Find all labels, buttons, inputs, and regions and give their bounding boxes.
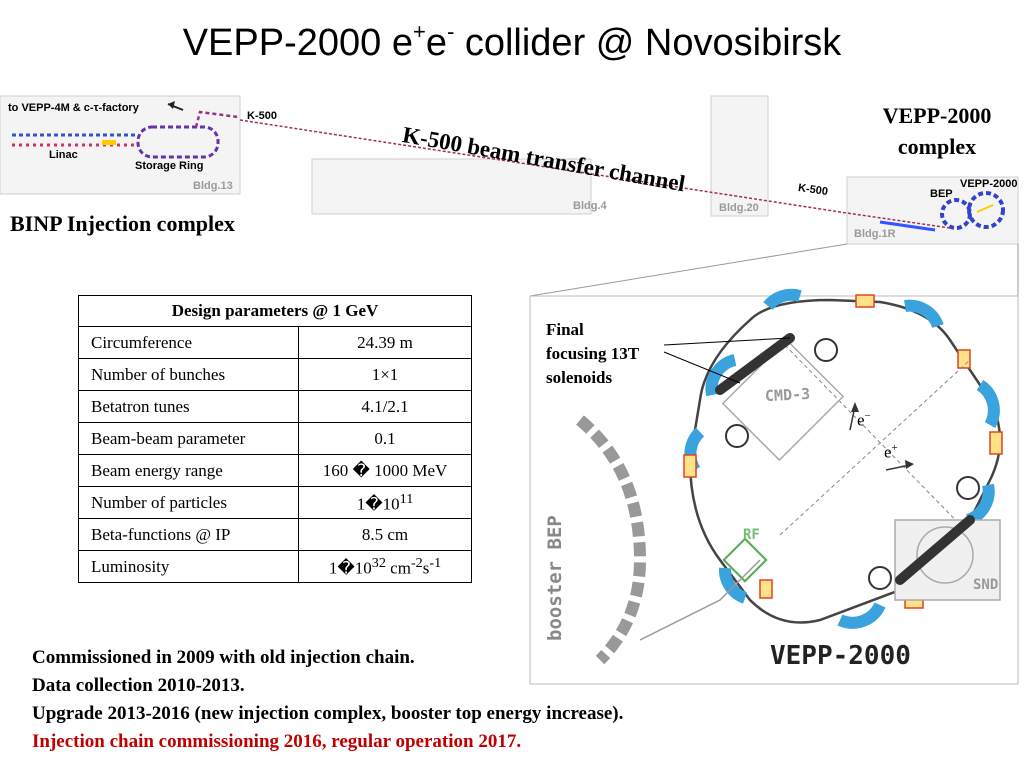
- label-vepp2000-small: VEPP-2000: [960, 178, 1018, 190]
- building-4: [311, 158, 592, 215]
- param-value: 1×1: [298, 358, 472, 391]
- label-vepp2000-complex: VEPP-2000 complex: [862, 100, 1012, 162]
- table-row: Beta-functions @ IP 8.5 cm: [78, 518, 472, 551]
- table-row: Betatron tunes 4.1/2.1: [78, 390, 472, 423]
- param-name: Beta-functions @ IP: [78, 518, 299, 551]
- param-value: 24.39 m: [298, 326, 472, 359]
- leader-line-1: [663, 337, 791, 346]
- note-line: Upgrade 2013-2016 (new injection complex…: [32, 703, 624, 724]
- page-title: VEPP-2000 e+e- collider @ Novosibirsk: [182, 19, 842, 65]
- label-storage-ring: Storage Ring: [135, 160, 204, 172]
- label-bldg20: Bldg.20: [719, 202, 759, 214]
- param-value: 4.1/2.1: [298, 390, 472, 423]
- building-20: [710, 95, 769, 217]
- param-value: 0.1: [298, 422, 472, 455]
- solenoid-cmd3: [715, 333, 795, 395]
- table-row: Beam energy range 160 � 1000 MeV: [78, 454, 472, 487]
- param-name: Betatron tunes: [78, 390, 299, 423]
- param-name: Luminosity: [78, 550, 299, 583]
- solenoid-snd: [895, 515, 975, 585]
- table-header: Design parameters @ 1 GeV: [78, 295, 472, 327]
- vepp-ring-small: [967, 191, 1005, 229]
- table-row: Number of particles 1�1011: [78, 486, 472, 519]
- table-row: Luminosity 1�1032 cm-2s-1: [78, 550, 472, 583]
- param-name: Number of particles: [78, 486, 299, 519]
- param-name: Beam-beam parameter: [78, 422, 299, 455]
- label-booster-bep: booster BEP: [544, 515, 566, 641]
- label-to-vepp4m: to VEPP-4M & c-τ-factory: [8, 102, 139, 114]
- building-1r: [846, 176, 1019, 245]
- table-header-row: Design parameters @ 1 GeV: [78, 295, 472, 327]
- note-line-red: Injection chain commissioning 2016, regu…: [32, 731, 522, 752]
- param-name: Circumference: [78, 326, 299, 359]
- label-bep: BEP: [930, 188, 953, 200]
- param-value: 1�1011: [298, 486, 472, 519]
- label-e-plus: e+: [884, 442, 898, 462]
- label-snd: SND: [973, 577, 999, 593]
- label-bldg13: Bldg.13: [193, 180, 233, 192]
- param-value: 160 � 1000 MeV: [298, 454, 472, 487]
- design-parameters-table: Design parameters @ 1 GeV Circumference …: [78, 295, 472, 583]
- booster-bep-arc: [576, 415, 647, 665]
- vepp-complex-line1: VEPP-2000: [882, 103, 992, 128]
- table-row: Circumference 24.39 m: [78, 326, 472, 359]
- param-name: Number of bunches: [78, 358, 299, 391]
- note-line: Commissioned in 2009 with old injection …: [32, 647, 415, 668]
- table-row: Number of bunches 1×1: [78, 358, 472, 391]
- notes-block: Commissioned in 2009 with old injection …: [32, 644, 623, 756]
- final-line1: Final: [546, 320, 584, 339]
- label-linac: Linac: [49, 149, 78, 161]
- leader-line-2: [663, 351, 741, 384]
- param-value: 8.5 cm: [298, 518, 472, 551]
- k500-channel-line: [239, 119, 951, 229]
- vepp-complex-line2: complex: [897, 134, 977, 159]
- label-bldg1r: Bldg.1R: [854, 228, 896, 240]
- param-value: 1�1032 cm-2s-1: [298, 550, 472, 583]
- label-injection-complex: BINP Injection complex: [10, 211, 235, 236]
- final-line2: focusing 13T: [546, 344, 640, 363]
- vepp-2000-ring: [683, 288, 1003, 629]
- param-name: Beam energy range: [78, 454, 299, 487]
- label-bldg4: Bldg.4: [573, 200, 607, 212]
- label-e-minus: e−: [857, 410, 871, 430]
- label-final-focusing: Final focusing 13T solenoids: [546, 318, 686, 390]
- note-line: Data collection 2010-2013.: [32, 675, 245, 696]
- rf-cavity: [722, 537, 768, 583]
- label-cmd3: CMD-3: [764, 384, 811, 406]
- k500-injection-segment: [879, 220, 936, 232]
- label-k500-left: K-500: [247, 110, 277, 122]
- final-line3: solenoids: [546, 368, 613, 387]
- cmd3-box: [721, 338, 845, 462]
- table-row: Beam-beam parameter 0.1: [78, 422, 472, 455]
- label-vepp2000-big: VEPP-2000: [770, 641, 911, 671]
- linac-storage-ring: [12, 101, 239, 159]
- label-rf: RF: [743, 527, 760, 543]
